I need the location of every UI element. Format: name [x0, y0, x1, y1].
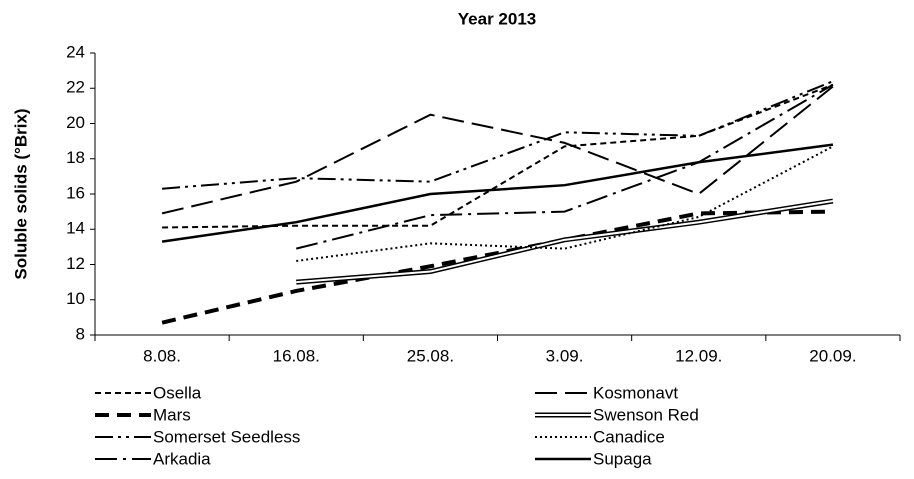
series-line: [162, 83, 834, 229]
series-line: [161, 209, 833, 325]
x-tick-label: 12.09.: [675, 346, 722, 365]
series-line: [162, 80, 834, 190]
x-tick-label: 8.08.: [143, 346, 181, 365]
x-tick-label: 25.08.: [407, 346, 454, 365]
legend-label: Arkadia: [153, 449, 211, 468]
y-tick-label: 12: [66, 254, 85, 273]
series-line-inner: [296, 200, 834, 284]
chart-title: Year 2013: [458, 9, 536, 28]
series-line: [161, 143, 834, 243]
y-axis-label: Soluble solids (°Brix): [11, 108, 30, 279]
legend-label: Swenson Red: [593, 405, 699, 424]
legend-label: Somerset Seedless: [153, 427, 300, 446]
x-tick-label: 16.08.: [273, 346, 320, 365]
legend-label: Supaga: [593, 449, 652, 468]
y-tick-label: 18: [66, 148, 85, 167]
legend-label: Canadice: [593, 427, 665, 446]
legend-label: Osella: [153, 383, 202, 402]
y-tick-label: 10: [66, 289, 85, 308]
y-tick-label: 8: [76, 324, 85, 343]
legend-label: Mars: [153, 405, 191, 424]
y-tick-label: 24: [66, 42, 85, 61]
legend-label: Kosmonavt: [593, 383, 678, 402]
y-tick-label: 14: [66, 219, 85, 238]
x-tick-label: 20.09.: [809, 346, 856, 365]
series-line: [296, 83, 834, 250]
y-tick-label: 22: [66, 78, 85, 97]
y-tick-label: 16: [66, 183, 85, 202]
y-tick-label: 20: [66, 113, 85, 132]
x-tick-label: 3.09.: [546, 346, 584, 365]
series-line: [161, 85, 834, 215]
series-line: [296, 145, 834, 262]
